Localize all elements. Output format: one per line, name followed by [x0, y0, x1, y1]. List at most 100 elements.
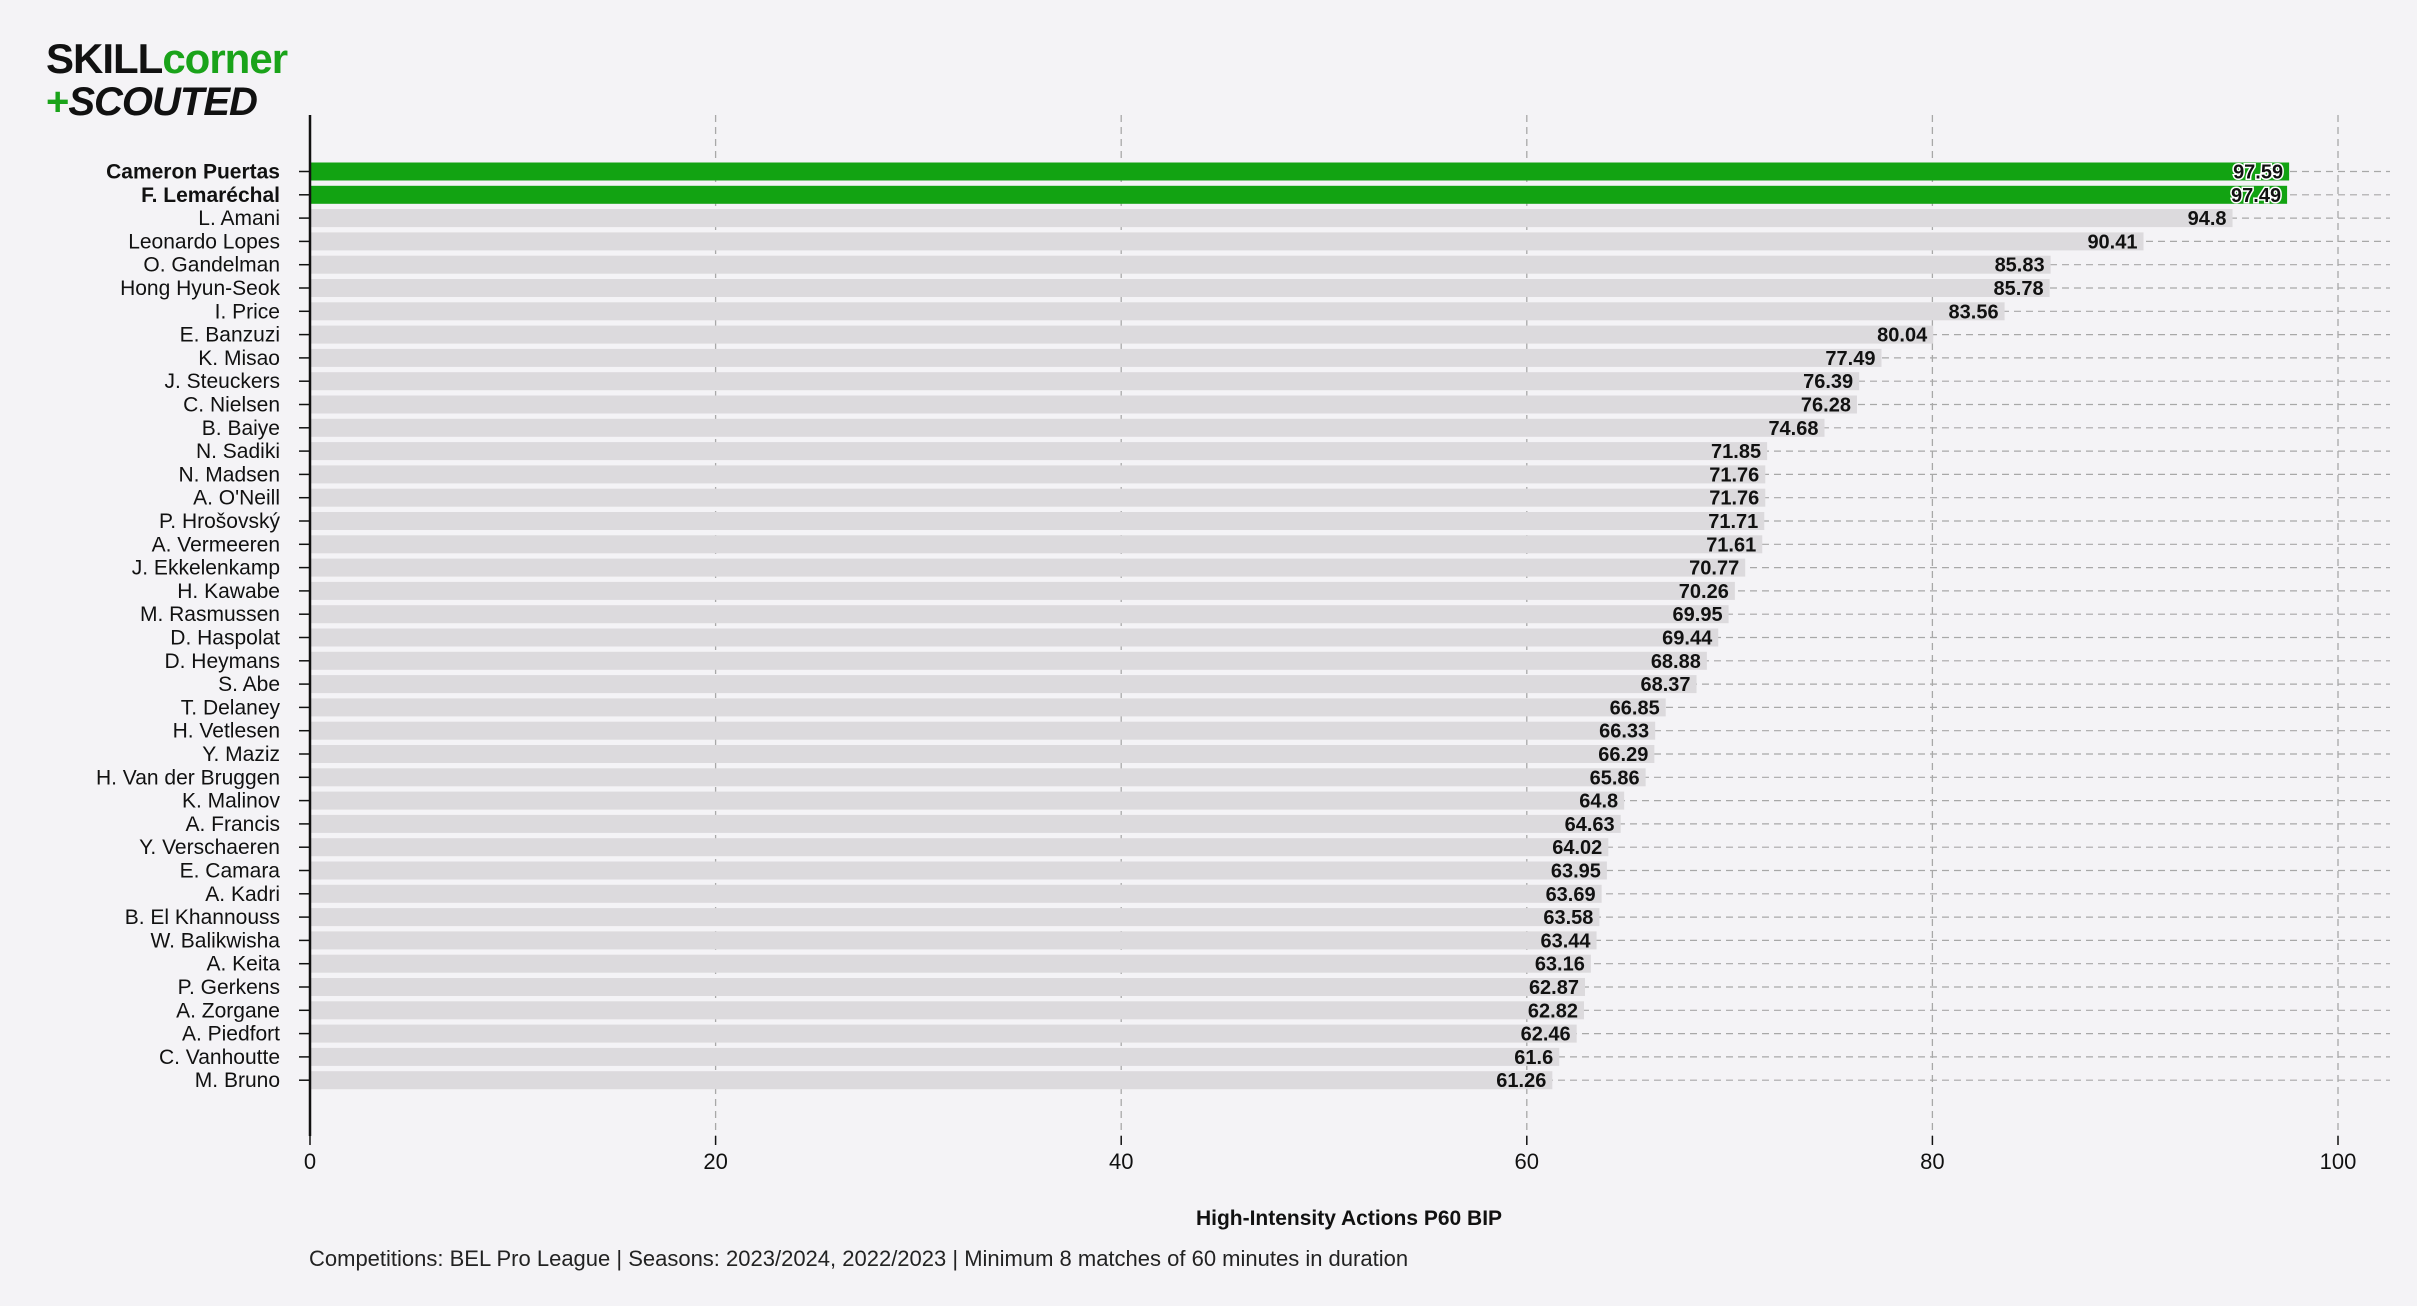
bar: [310, 348, 1882, 367]
bar: [310, 325, 1934, 344]
category-label: H. Vetlesen: [173, 720, 280, 743]
category-label: N. Madsen: [178, 463, 280, 486]
value-label: 64.02: [1552, 837, 1602, 859]
bar: [310, 675, 1697, 694]
bar: [310, 185, 2288, 204]
labels: 97.59 Cameron Puertas 97.49 F. Lemaréchal 94…: [96, 160, 2357, 1174]
value-label: 76.39: [1803, 371, 1853, 393]
logo-line-2: +SCOUTED: [46, 82, 287, 122]
value-label: 71.76: [1709, 488, 1759, 510]
value-label: 63.16: [1535, 954, 1585, 976]
category-label: E. Banzuzi: [180, 324, 280, 347]
logo-skill-text: SKILL: [46, 35, 163, 82]
value-label: 70.26: [1679, 581, 1729, 603]
bar: [310, 372, 1860, 391]
category-label: S. Abe: [218, 673, 280, 696]
category-label: K. Malinov: [182, 790, 281, 813]
bar: [310, 418, 1825, 437]
value-label: 85.78: [1994, 278, 2044, 300]
value-label: 70.77: [1689, 558, 1739, 580]
category-label: P. Gerkens: [178, 976, 280, 999]
category-label: A. Kadri: [205, 883, 280, 906]
category-label: A. Keita: [206, 953, 280, 976]
value-label: 83.56: [1949, 301, 1999, 323]
category-label: M. Bruno: [195, 1069, 280, 1092]
category-label: A. O'Neill: [193, 487, 280, 510]
category-label: Y. Verschaeren: [139, 836, 280, 859]
value-label: 63.95: [1551, 861, 1601, 883]
bar: [310, 605, 1729, 624]
value-label: 63.58: [1543, 907, 1593, 929]
category-label: A. Zorgane: [176, 999, 280, 1022]
category-label: Y. Maziz: [202, 743, 280, 766]
bar: [310, 768, 1646, 787]
value-label: 85.83: [1995, 255, 2045, 277]
x-tick-label: 0: [304, 1149, 316, 1174]
bar: [310, 861, 1607, 880]
x-axis-title: High-Intensity Actions P60 BIP: [1196, 1207, 1502, 1230]
value-label: 74.68: [1768, 418, 1818, 440]
value-label: 69.95: [1673, 604, 1723, 626]
skillcorner-scouted-logo: SKILLcorner +SCOUTED: [46, 35, 288, 123]
bar: [310, 745, 1655, 763]
category-label: M. Rasmussen: [140, 603, 280, 626]
logo-scouted-text: SCOUTED: [68, 80, 258, 124]
value-label: 61.26: [1496, 1070, 1546, 1092]
value-label: 76.28: [1801, 395, 1851, 417]
bar: [310, 395, 1857, 414]
category-label: A. Vermeeren: [152, 533, 280, 556]
value-label: 69.44: [1662, 628, 1713, 650]
footnote: Competitions: BEL Pro League | Seasons: …: [309, 1246, 1409, 1271]
category-label: A. Francis: [185, 813, 280, 836]
value-label: 66.29: [1598, 744, 1648, 766]
x-tick-label: 20: [703, 1149, 727, 1174]
category-label: N. Sadiki: [196, 440, 280, 463]
category-label: D. Haspolat: [170, 627, 280, 650]
bar: [310, 698, 1666, 717]
category-label: C. Nielsen: [183, 394, 280, 417]
value-label: 65.86: [1590, 767, 1640, 789]
logo-plus-text: +: [46, 80, 69, 124]
value-label: 64.63: [1565, 814, 1615, 836]
category-label: L. Amani: [198, 207, 280, 230]
bar: [310, 232, 2144, 251]
bar: [310, 162, 2290, 181]
bar: [310, 1024, 1577, 1043]
bar: [310, 1001, 1584, 1020]
value-label: 68.37: [1640, 674, 1690, 696]
category-label: K. Misao: [198, 347, 280, 370]
category-label: P. Hrošovský: [159, 510, 280, 533]
bar: [310, 442, 1768, 461]
bar: [310, 651, 1707, 670]
bar: [310, 1047, 1560, 1066]
category-label: A. Piedfort: [182, 1023, 280, 1046]
category-label: B. El Khannouss: [125, 906, 280, 929]
value-label: 97.49: [2231, 185, 2281, 207]
bar: [310, 931, 1597, 950]
bar: [310, 535, 1763, 554]
value-label: 71.85: [1711, 441, 1761, 463]
category-label: E. Camara: [180, 860, 281, 883]
logo-line-1: SKILLcorner: [46, 35, 288, 82]
x-tick-label: 60: [1515, 1149, 1539, 1174]
category-label: H. Van der Bruggen: [96, 766, 280, 789]
bar: [310, 581, 1735, 600]
bar: [310, 814, 1621, 833]
value-label: 64.8: [1579, 791, 1618, 813]
value-label: 62.46: [1521, 1024, 1571, 1046]
bar: [310, 209, 2233, 228]
x-tick-label: 100: [2320, 1149, 2357, 1174]
axes: [299, 115, 2339, 1145]
category-label: T. Delaney: [181, 696, 281, 719]
value-label: 77.49: [1825, 348, 1875, 370]
logo-corner-text: corner: [162, 35, 288, 82]
value-label: 90.41: [2087, 231, 2137, 253]
value-label: 94.8: [2188, 208, 2227, 230]
value-label: 71.71: [1708, 511, 1758, 533]
value-label: 66.33: [1599, 721, 1649, 743]
x-tick-label: 40: [1109, 1149, 1133, 1174]
value-label: 62.87: [1529, 977, 1579, 999]
bar: [310, 558, 1746, 577]
grid-lines: [310, 115, 2390, 1136]
